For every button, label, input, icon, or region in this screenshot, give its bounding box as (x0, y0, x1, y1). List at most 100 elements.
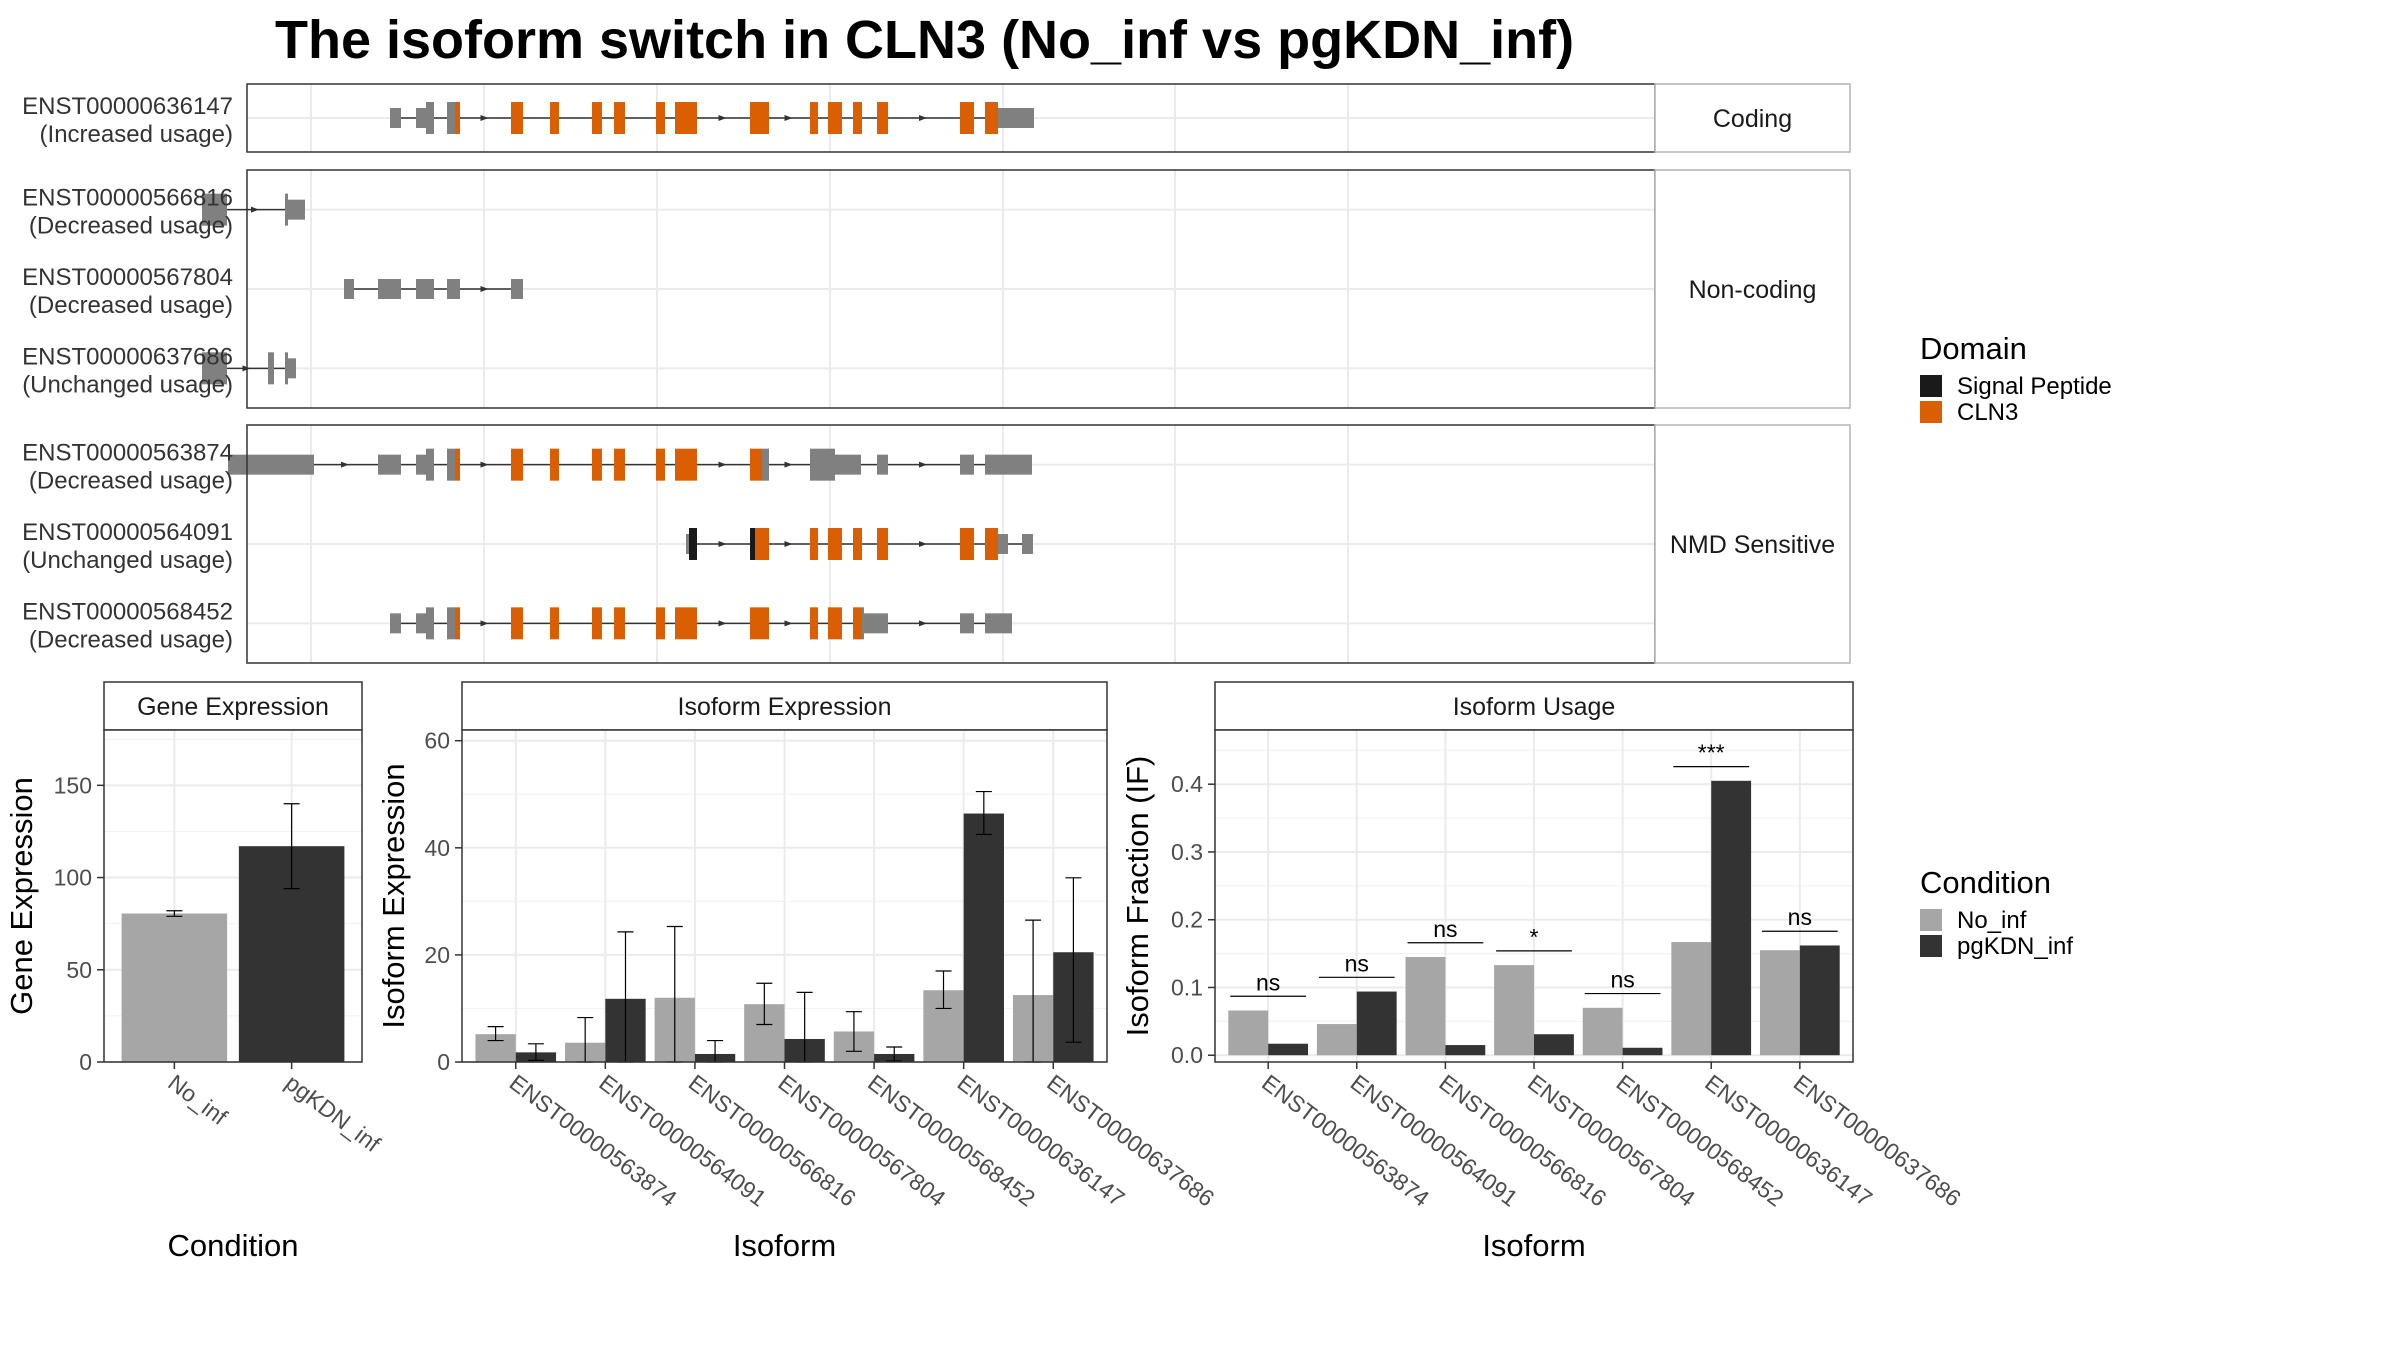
cln3-domain-block (828, 607, 842, 640)
bar-no_inf-enst00000637686 (1759, 950, 1800, 1056)
bar-pgkdn_inf-enst00000566816 (1445, 1045, 1486, 1056)
x-tick-label: ENST00000563874 (1257, 1069, 1434, 1211)
figure-title: The isoform switch in CLN3 (No_inf vs pg… (275, 10, 1574, 70)
legend-label: No_inf (1957, 907, 2027, 934)
cln3-domain-block (550, 448, 559, 481)
y-tick-label: 0.2 (1171, 907, 1203, 933)
legend-label: pgKDN_inf (1957, 933, 2073, 960)
legend-key-pgkdn_inf (1920, 935, 1942, 957)
exon-block (762, 448, 769, 481)
isoform-usage-chart: Isoform Usage 0.0 0.1 0.2 0.3 0.4 ns ns ns * ns ***… (1120, 681, 1966, 1263)
legend-title: Domain (1920, 331, 2027, 366)
cln3-domain-block (592, 607, 602, 640)
y-tick-label: 100 (54, 865, 92, 891)
x-axis-title: Condition (168, 1228, 299, 1263)
bar-no_inf (121, 913, 228, 1062)
exon-block (447, 607, 455, 640)
cln3-domain-block (755, 528, 769, 560)
legend-key-cln3 (1920, 401, 1942, 423)
x-tick-label: ENST00000567804 (773, 1069, 950, 1211)
intron-direction-arrow (919, 115, 927, 121)
exon-block (447, 279, 460, 299)
exon-block (416, 613, 426, 634)
intron-direction-arrow (480, 286, 489, 292)
y-tick-label: 50 (66, 957, 92, 983)
exon-block (426, 102, 434, 134)
bar-no_inf-enst00000566816 (1405, 956, 1446, 1056)
exon-block (877, 454, 888, 475)
bar-pgkdn_inf-enst00000564091 (1356, 991, 1397, 1056)
legend-title: Condition (1920, 865, 2051, 900)
transcript-usage-label: (Unchanged usage) (22, 547, 233, 574)
exon-block (998, 534, 1008, 554)
cln3-domain-block (511, 448, 523, 481)
legend-label: Signal Peptide (1957, 373, 2112, 400)
intron-direction-arrow (718, 620, 727, 627)
x-tick-label: ENST00000563874 (505, 1069, 682, 1211)
exon-block (344, 279, 354, 299)
bar-no_inf-enst00000568452 (1582, 1007, 1623, 1056)
structure-panel-coding: ENST00000636147(Increased usage) Coding (22, 83, 1851, 153)
intron-direction-arrow (919, 461, 927, 468)
intron-direction-arrow (784, 620, 793, 627)
exon-block (985, 454, 1032, 475)
exon-block (202, 193, 227, 226)
bar-no_inf-enst00000636147 (1671, 942, 1712, 1056)
exon-block (285, 352, 288, 385)
bar-no_inf-enst00000567804 (1494, 965, 1534, 1056)
transcript-id-label: ENST00000566816 (22, 185, 233, 212)
intron-direction-arrow (784, 461, 793, 468)
y-tick-label: 150 (54, 772, 92, 798)
chart-panel-title: Gene Expression (137, 693, 329, 721)
chart-panel-title: Isoform Usage (1453, 693, 1616, 721)
cln3-domain-block (550, 607, 559, 640)
cln3-domain-block (853, 102, 862, 134)
y-tick-label: 40 (424, 835, 450, 861)
x-tick-label: ENST00000636147 (953, 1069, 1130, 1211)
signal-peptide-block (750, 528, 755, 560)
x-axis-title: Isoform (733, 1228, 836, 1263)
significance-label: ns (1345, 950, 1369, 976)
transcript-usage-label: (Increased usage) (40, 121, 233, 148)
cln3-domain-block (614, 448, 625, 481)
cln3-domain-block (877, 528, 888, 560)
transcript-id-label: ENST00000567804 (22, 264, 233, 291)
x-tick-label: ENST00000637686 (1042, 1069, 1219, 1211)
cln3-domain-block (592, 448, 602, 481)
bar-pgkdn_inf-enst00000636147 (1711, 780, 1752, 1056)
transcript-usage-label: (Decreased usage) (29, 292, 233, 319)
y-axis-title: Gene Expression (4, 777, 39, 1015)
structure-panel-nmd-sensitive: ENST00000563874(Decreased usage)ENST0000… (22, 424, 1851, 664)
cln3-domain-block (828, 528, 842, 560)
cln3-domain-block (810, 528, 818, 560)
exon-block (686, 534, 689, 554)
exon-block (447, 448, 455, 481)
legend-label: CLN3 (1957, 399, 2018, 426)
legend-key-no_inf (1920, 909, 1942, 931)
transcript-usage-label: (Decreased usage) (29, 468, 233, 495)
bar-pgkdn_inf-enst00000636147 (963, 813, 1004, 1062)
significance-label: *** (1698, 740, 1725, 766)
exon-block (416, 279, 434, 299)
exon-block (378, 279, 401, 299)
y-tick-label: 0.1 (1171, 974, 1203, 1000)
legend-key-signal-peptide (1920, 375, 1942, 397)
cln3-domain-block (960, 528, 974, 560)
exon-block (862, 607, 864, 640)
x-tick-label: pgKDN_inf (281, 1069, 386, 1157)
transcript-usage-label: (Decreased usage) (29, 213, 233, 240)
exon-block (228, 454, 314, 475)
significance-label: ns (1256, 969, 1280, 995)
exon-block (864, 613, 888, 634)
bar-pgkdn_inf-enst00000563874 (1268, 1043, 1309, 1056)
exon-block (202, 352, 227, 385)
intron-direction-arrow (718, 115, 727, 121)
cln3-domain-block (877, 102, 888, 134)
transcript-id-label: ENST00000637686 (22, 343, 233, 370)
transcript-usage-label: (Unchanged usage) (22, 371, 233, 398)
intron-direction-arrow (480, 461, 489, 468)
chart-strip (103, 681, 363, 731)
